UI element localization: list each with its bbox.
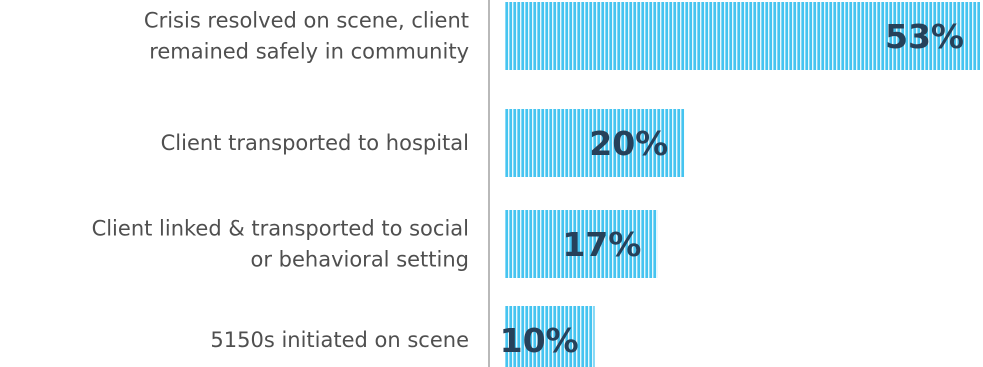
value-label-0: 53% [885, 17, 964, 56]
category-label-0: Crisis resolved on scene, client remained… [144, 9, 469, 64]
bar-3 [505, 306, 595, 367]
bar-0 [505, 2, 980, 70]
value-label-2: 17% [562, 225, 641, 264]
category-label-1: Client transported to hospital [161, 131, 469, 155]
bar-2 [505, 210, 658, 278]
value-label-3: 10% [500, 321, 579, 360]
bar-1 [505, 109, 685, 177]
value-label-1: 20% [589, 124, 668, 163]
category-label-3: 5150s initiated on scene [210, 328, 469, 352]
category-label-2: Client linked & transported to social or … [92, 217, 469, 272]
